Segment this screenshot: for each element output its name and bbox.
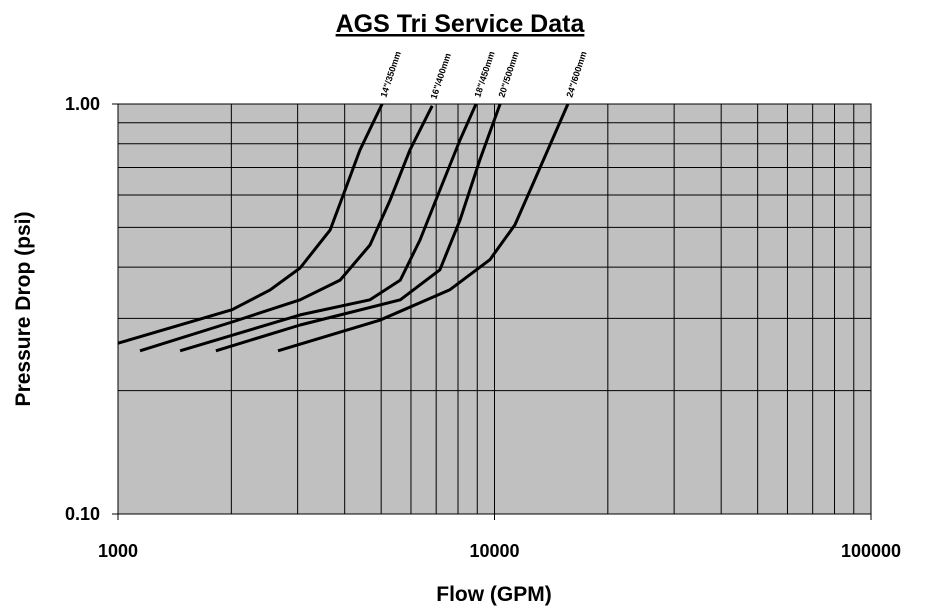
series-line [117,103,384,345]
x-axis-label: Flow (GPM) [436,583,551,606]
x-tick-label: 100000 [841,541,901,561]
series-line [179,103,478,353]
y-tick-label: 0.10 [65,504,100,524]
y-axis-label: Pressure Drop (psi) [12,212,35,407]
series-line [139,105,434,353]
x-tick-label: 10000 [469,541,519,561]
series-label: 20"/500mm [497,50,521,99]
x-tick-label: 1000 [98,541,138,561]
series-line [215,103,502,353]
series-label: 16"/400mm [429,52,453,101]
series-line [277,103,570,353]
chart-title: AGS Tri Service Data [336,10,586,38]
series-label: 18"/450mm [472,50,496,99]
series-label: 24"/600mm [564,50,588,99]
series-label: 14"/350mm [379,50,403,99]
y-tick-label: 1.00 [65,94,100,114]
